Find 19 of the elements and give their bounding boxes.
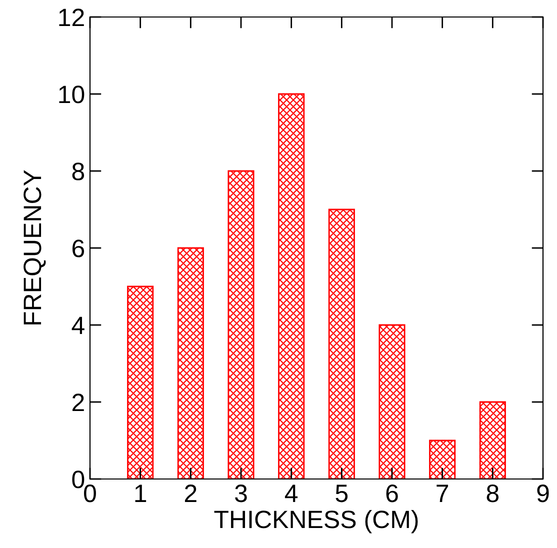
y-tick-label: 8: [72, 162, 84, 180]
y-tick-label: 4: [72, 316, 84, 334]
y-tick-label: 2: [72, 394, 84, 412]
y-tick-label: 12: [59, 8, 84, 26]
x-tick-label: 7: [436, 484, 448, 502]
x-tick-label: 9: [537, 484, 549, 502]
x-tick-label: 2: [184, 484, 196, 502]
x-tick-label: 5: [336, 484, 348, 502]
x-tick-label: 3: [235, 484, 247, 502]
x-tick-label: 8: [486, 484, 499, 502]
x-tick-label: 6: [386, 484, 398, 502]
y-tick-label: 6: [72, 240, 84, 258]
y-axis-title: FREQUENCY: [24, 170, 46, 324]
y-tick-label: 10: [59, 86, 84, 104]
x-tick-label: 1: [135, 484, 146, 502]
x-axis-title: THICKNESS (CM): [214, 510, 418, 534]
y-tick-label: 0: [72, 470, 84, 488]
x-tick-label: 4: [284, 484, 298, 502]
x-tick-label: 0: [84, 484, 96, 502]
